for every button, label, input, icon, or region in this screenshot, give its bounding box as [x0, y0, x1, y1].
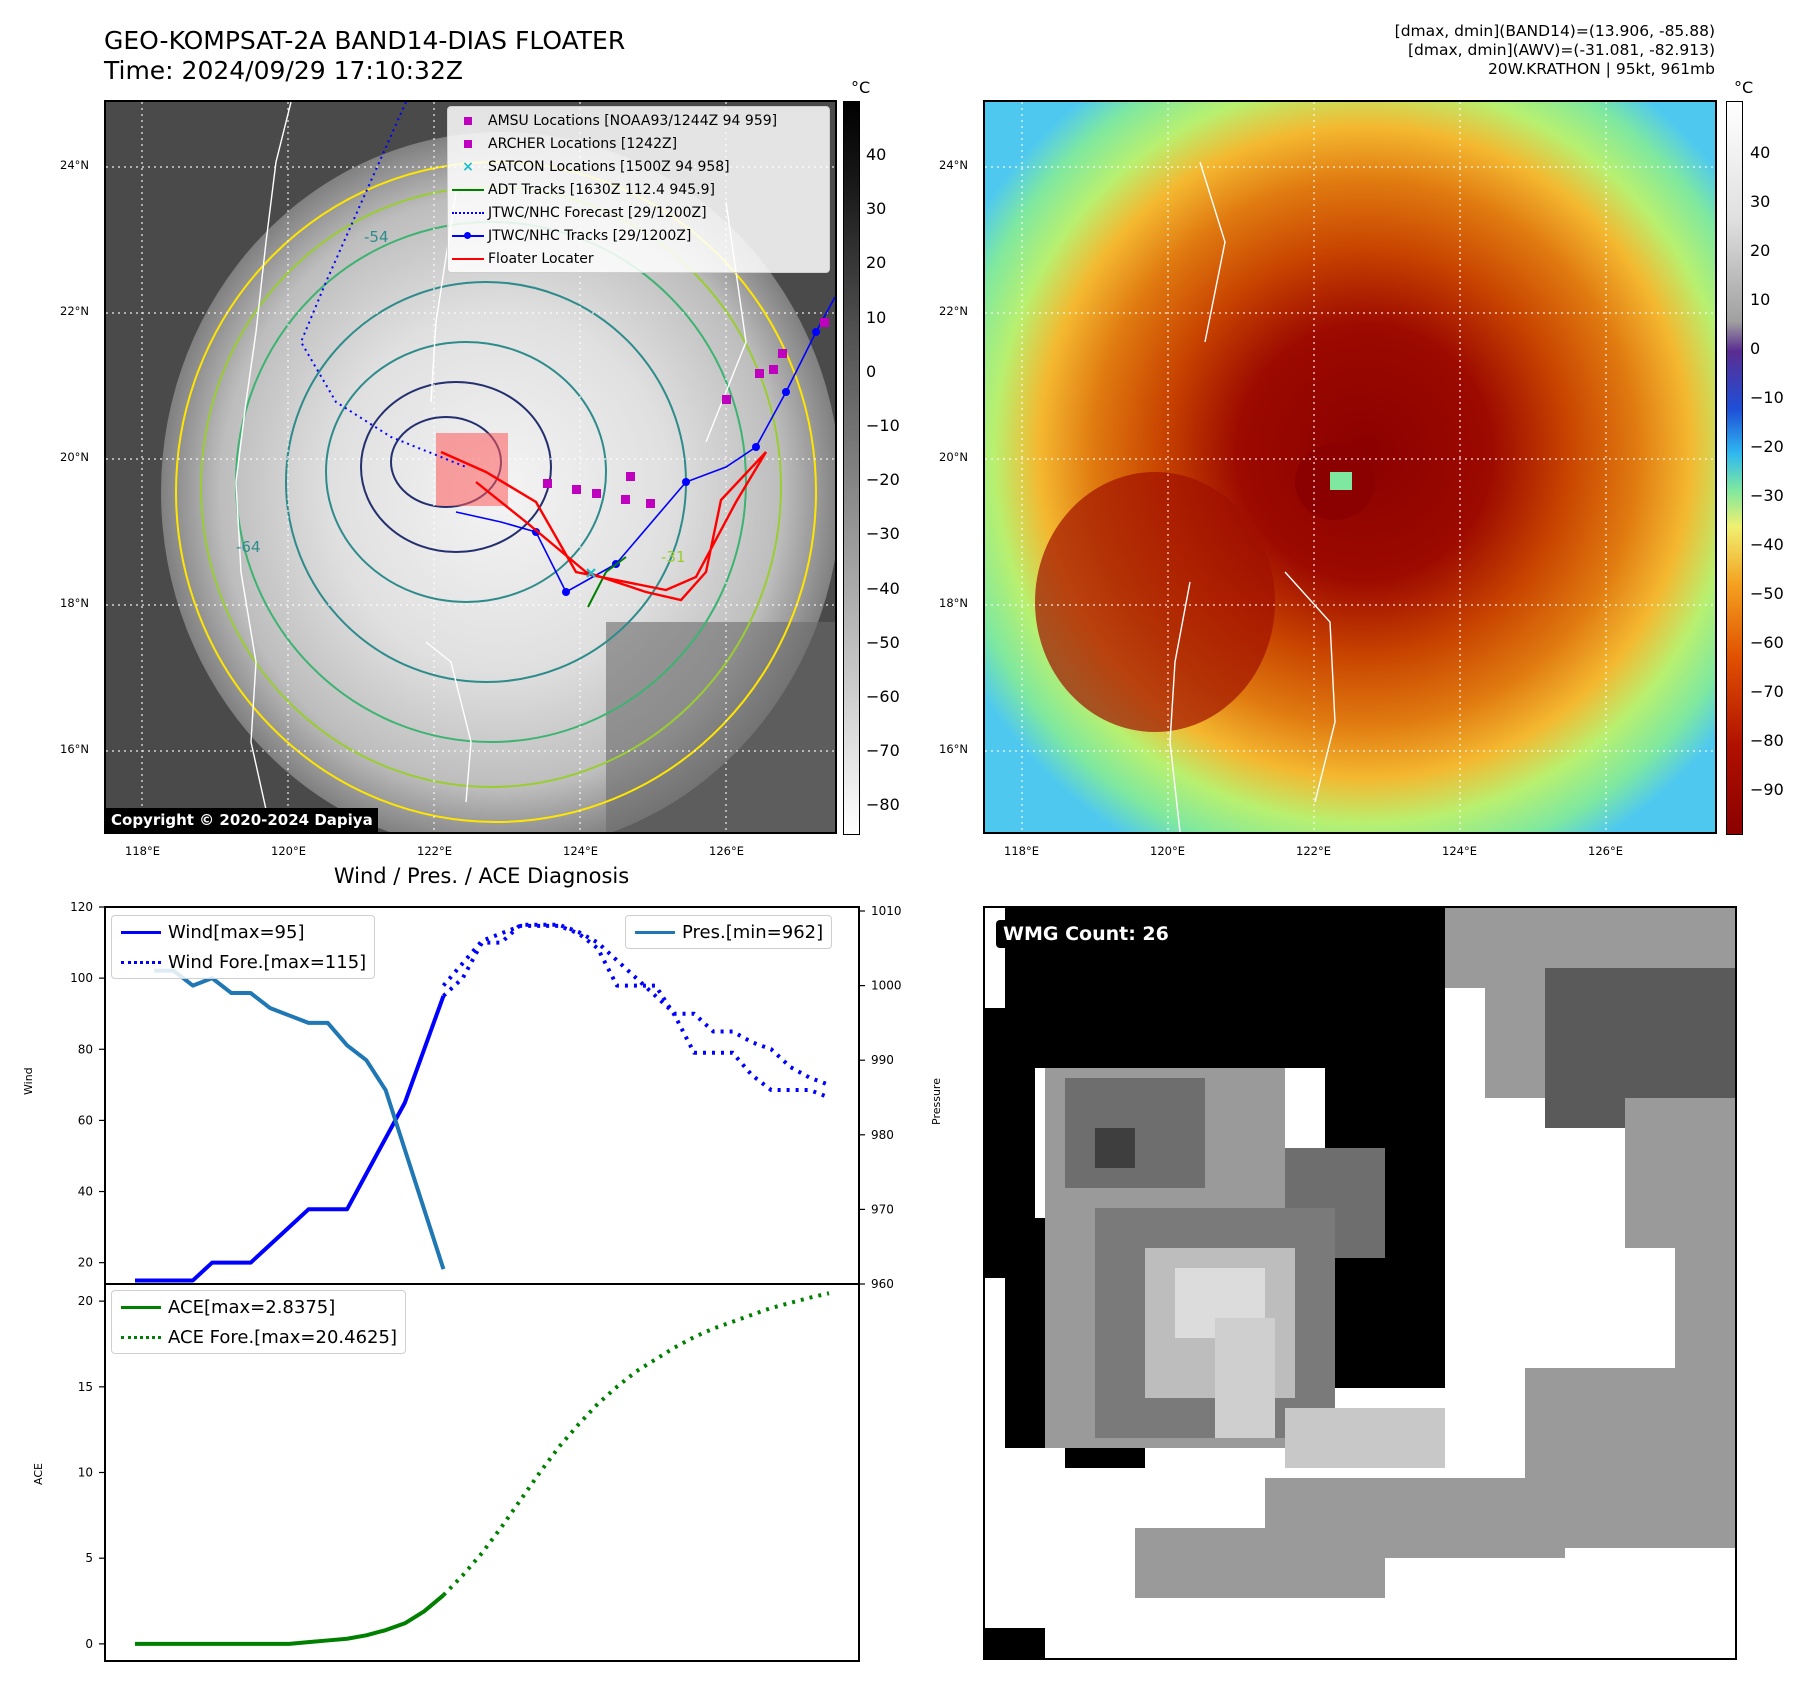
pressure-tick-label: 1000 — [871, 979, 902, 993]
wind-axis-label: Wind — [22, 1067, 35, 1095]
ace-tick-label: 5 — [85, 1551, 93, 1565]
legend-item-pressure: Pres.[min=962] — [628, 917, 823, 947]
lat-label-20: 20°N — [60, 450, 89, 464]
band14-map-panel: -54 -64 -31 AMSU Locations [NOAA93/1244Z… — [104, 100, 837, 834]
figure-title-line1: GEO-KOMPSAT-2A BAND14-DIAS FLOATER — [104, 26, 626, 55]
pressure-tick-label: 980 — [871, 1128, 894, 1142]
colorbar-right — [1726, 101, 1743, 835]
lon-label-122: 122°E — [417, 844, 452, 858]
contour-label-31: -31 — [661, 548, 686, 566]
line-icon — [628, 930, 682, 934]
dotted-line-icon — [114, 960, 168, 964]
wmg-image — [985, 908, 1735, 1658]
line-icon — [114, 930, 168, 934]
wmg-count-badge: WMG Count: 26 — [996, 920, 1176, 948]
pressure-legend: Pres.[min=962] — [625, 915, 833, 949]
lat-label-20-right: 20°N — [939, 450, 968, 464]
map-legend: AMSU Locations [NOAA93/1244Z 94 959] ARC… — [447, 106, 830, 273]
lat-label-24: 24°N — [60, 158, 89, 172]
wind-tick-label: 60 — [78, 1113, 93, 1127]
legend-item-ace: ACE[max=2.8375] — [114, 1292, 397, 1322]
ace-forecast-series-line — [442, 1291, 830, 1597]
lat-label-18-right: 18°N — [939, 596, 968, 610]
info-line3: 20W.KRATHON | 95kt, 961mb — [1487, 60, 1715, 78]
legend-item-wind-forecast: Wind Fore.[max=115] — [114, 947, 366, 977]
wind-legend: Wind[max=95] Wind Fore.[max=115] — [111, 915, 376, 979]
diagnosis-title: Wind / Pres. / ACE Diagnosis — [333, 864, 630, 888]
square-marker-icon — [448, 116, 488, 125]
ace-tick-label: 10 — [78, 1466, 93, 1480]
lat-label-22: 22°N — [60, 304, 89, 318]
info-line1: [dmax, dmin](BAND14)=(13.906, -85.88) — [1394, 22, 1715, 40]
x-marker-icon: × — [462, 158, 474, 175]
pressure-series-line — [154, 968, 446, 1270]
lat-label-22-right: 22°N — [939, 304, 968, 318]
lon-label-118-right: 118°E — [1004, 844, 1039, 858]
lon-label-126: 126°E — [709, 844, 744, 858]
legend-item-amsu: AMSU Locations [NOAA93/1244Z 94 959] — [448, 109, 829, 132]
dotted-line-icon — [448, 211, 488, 214]
lon-label-124-right: 124°E — [1442, 844, 1477, 858]
lon-label-124: 124°E — [563, 844, 598, 858]
ace-tick-label: 15 — [78, 1380, 93, 1394]
colorbar-right-unit: °C — [1734, 78, 1754, 97]
pressure-axis-label: Pressure — [930, 1078, 943, 1125]
ace-series-line — [135, 1593, 445, 1646]
figure-title-line2: Time: 2024/09/29 17:10:32Z — [104, 56, 463, 85]
pressure-tick-label: 1010 — [871, 904, 902, 918]
square-marker-icon — [448, 139, 488, 148]
lat-label-16: 16°N — [60, 742, 89, 756]
lon-label-126-right: 126°E — [1588, 844, 1623, 858]
wind-tick-label: 40 — [78, 1185, 93, 1199]
colorbar-left — [843, 101, 860, 835]
line-icon — [448, 188, 488, 191]
contour-label-54: -54 — [364, 228, 389, 246]
lon-label-122-right: 122°E — [1296, 844, 1331, 858]
colorbar-right-ticks: 40 30 20 10 0 −10 −20 −30 −40 −50 −60 −7… — [1750, 143, 1784, 799]
line-icon — [448, 257, 488, 260]
pressure-tick-label: 970 — [871, 1202, 894, 1216]
legend-item-forecast: JTWC/NHC Forecast [29/1200Z] — [448, 201, 829, 224]
pressure-tick-label: 960 — [871, 1277, 894, 1291]
wind-tick-label: 120 — [70, 900, 93, 914]
colorbar-left-ticks: 40 30 20 10 0 −10 −20 −30 −40 −50 −60 −7… — [866, 145, 900, 815]
diagnosis-chart: 20 40 60 80 100 120 960 970 980 990 1000 1010 0 5 10 15… — [70, 900, 902, 1662]
lat-label-18: 18°N — [60, 596, 89, 610]
ace-legend: ACE[max=2.8375] ACE Fore.[max=20.4625] — [111, 1290, 406, 1354]
pressure-tick-label: 990 — [871, 1053, 894, 1067]
ace-tick-label: 0 — [85, 1637, 93, 1651]
awv-map-panel — [983, 100, 1717, 834]
line-dot-icon — [448, 231, 488, 239]
legend-item-adt: ADT Tracks [1630Z 112.4 945.9] — [448, 178, 829, 201]
wmg-panel: WMG Count: 26 — [983, 906, 1737, 1660]
legend-item-archer: ARCHER Locations [1242Z] — [448, 132, 829, 155]
legend-item-tracks: JTWC/NHC Tracks [29/1200Z] — [448, 224, 829, 247]
colorbar-left-unit: °C — [851, 78, 871, 97]
pressure-forecast-series-line — [441, 923, 830, 1100]
lon-label-120-right: 120°E — [1150, 844, 1185, 858]
wind-tick-label: 100 — [70, 971, 93, 985]
wind-tick-label: 80 — [78, 1042, 93, 1056]
lon-label-120: 120°E — [271, 844, 306, 858]
copyright-badge: Copyright © 2020-2024 Dapiya — [106, 808, 378, 832]
info-line2: [dmax, dmin](AWV)=(-31.081, -82.913) — [1408, 41, 1715, 59]
wind-series-line — [135, 995, 446, 1283]
line-icon — [114, 1305, 168, 1309]
wind-forecast-series-line — [442, 922, 830, 1087]
lon-label-118: 118°E — [125, 844, 160, 858]
legend-item-satcon: × SATCON Locations [1500Z 94 958] — [448, 155, 829, 178]
legend-item-floater: Floater Locater — [448, 247, 829, 270]
lat-label-16-right: 16°N — [939, 742, 968, 756]
contour-label-64: -64 — [236, 538, 261, 556]
legend-item-wind: Wind[max=95] — [114, 917, 366, 947]
lat-label-24-right: 24°N — [939, 158, 968, 172]
ace-axis-label: ACE — [32, 1463, 45, 1485]
dotted-line-icon — [114, 1335, 168, 1339]
awv-map-image — [985, 102, 1715, 832]
wind-tick-label: 20 — [78, 1256, 93, 1270]
legend-item-ace-forecast: ACE Fore.[max=20.4625] — [114, 1322, 397, 1352]
ace-tick-label: 20 — [78, 1294, 93, 1308]
